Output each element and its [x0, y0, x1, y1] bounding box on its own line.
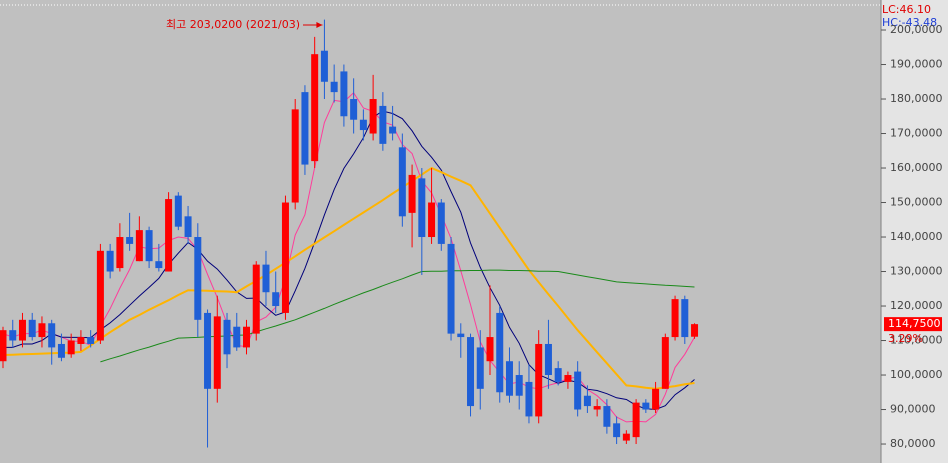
- candle-body: [330, 81, 338, 93]
- candle-body: [57, 343, 65, 358]
- candle-body: [272, 292, 280, 307]
- candle-body: [632, 402, 640, 438]
- candle-body: [622, 433, 630, 441]
- candle-body: [476, 347, 484, 389]
- moving-average-line: [2, 166, 695, 390]
- candle-body: [145, 230, 153, 262]
- candle-body: [223, 319, 231, 355]
- candle-body: [564, 375, 572, 382]
- y-tick-label: 190,0000: [890, 58, 943, 71]
- candle-body: [359, 119, 367, 131]
- moving-average-line: [100, 269, 695, 363]
- annotation-arrowhead: [316, 22, 323, 28]
- candle-body: [447, 243, 455, 334]
- candle-body: [544, 343, 552, 376]
- y-tick-label: 100,0000: [890, 368, 943, 381]
- candle-body: [661, 337, 669, 389]
- y-tick-label: 110,0000: [890, 334, 943, 347]
- y-tick-label: 160,0000: [890, 161, 943, 174]
- candle-body: [515, 375, 523, 396]
- y-tick-label: 180,0000: [890, 92, 943, 105]
- candle-body: [9, 330, 17, 341]
- candle-body: [574, 371, 582, 410]
- y-tick-label: 200,0000: [890, 23, 943, 36]
- candle-body: [252, 264, 260, 334]
- candle-body: [486, 337, 494, 362]
- change-label: 3.29%: [888, 332, 923, 345]
- candle-body: [174, 195, 182, 227]
- candle-body: [593, 406, 601, 410]
- candle-body: [77, 337, 85, 344]
- hc-label: HC:-43.48: [882, 16, 937, 29]
- annotation: 최고 203,0200 (2021/03): [166, 18, 300, 31]
- candle-body: [350, 99, 358, 120]
- candle-body: [340, 71, 348, 117]
- candle-body: [467, 337, 475, 407]
- y-tick-label: 170,0000: [890, 127, 943, 140]
- candle-body: [243, 326, 250, 348]
- candle-body: [165, 199, 173, 272]
- candle-body: [408, 174, 416, 213]
- candle-body: [96, 250, 104, 341]
- candle-body: [87, 337, 95, 344]
- candle-body: [311, 54, 319, 162]
- candle-body: [233, 326, 241, 348]
- candle-body: [0, 330, 7, 362]
- candle-body: [603, 406, 611, 427]
- y-tick-label: 130,0000: [890, 265, 943, 278]
- candle-body: [301, 92, 309, 165]
- candle-body: [671, 299, 679, 338]
- candle-body: [554, 368, 562, 382]
- y-tick-label: 120,0000: [890, 299, 943, 312]
- candle-body: [379, 105, 387, 144]
- candle-body: [194, 237, 202, 320]
- candle-body: [535, 343, 543, 417]
- candle-body: [681, 299, 689, 338]
- candle-body: [457, 333, 465, 338]
- y-tick-label: 80,0000: [890, 437, 936, 450]
- candle-body: [48, 323, 56, 348]
- price-box: [884, 317, 942, 332]
- candle-body: [262, 264, 270, 293]
- candle-body: [116, 237, 124, 269]
- lc-label: LC:46.10: [882, 3, 931, 16]
- axis-area: [881, 0, 948, 463]
- candle-body: [126, 237, 134, 244]
- candle-body: [437, 202, 445, 244]
- y-tick-label: 150,0000: [890, 196, 943, 209]
- candle-body: [496, 312, 504, 393]
- candle-body: [204, 312, 212, 389]
- candle-body: [291, 109, 299, 203]
- candle-body: [213, 316, 221, 389]
- candle-body: [28, 319, 36, 338]
- candle-body: [652, 388, 660, 410]
- candle-body: [184, 216, 192, 238]
- candle-body: [428, 202, 436, 238]
- candle-body: [320, 50, 328, 82]
- y-tick-label: 140,0000: [890, 230, 943, 243]
- candle-body: [642, 402, 650, 410]
- candle-body: [38, 323, 46, 338]
- candle-body: [389, 126, 397, 134]
- candle-body: [67, 340, 75, 355]
- candle-body: [525, 381, 533, 417]
- candle-body: [398, 147, 406, 217]
- candle-body: [18, 319, 26, 341]
- y-tick-label: 90,0000: [890, 403, 936, 416]
- candle-body: [613, 423, 621, 438]
- candle-body: [281, 202, 289, 313]
- candle-body: [135, 230, 143, 262]
- candle-body: [418, 178, 426, 238]
- candle-body: [155, 261, 163, 269]
- candle-body: [369, 99, 377, 134]
- price-label: 114,7500: [888, 317, 941, 330]
- candle-body: [106, 250, 114, 272]
- candle-body: [691, 324, 699, 337]
- candle-body: [583, 395, 591, 407]
- candle-body: [505, 361, 513, 396]
